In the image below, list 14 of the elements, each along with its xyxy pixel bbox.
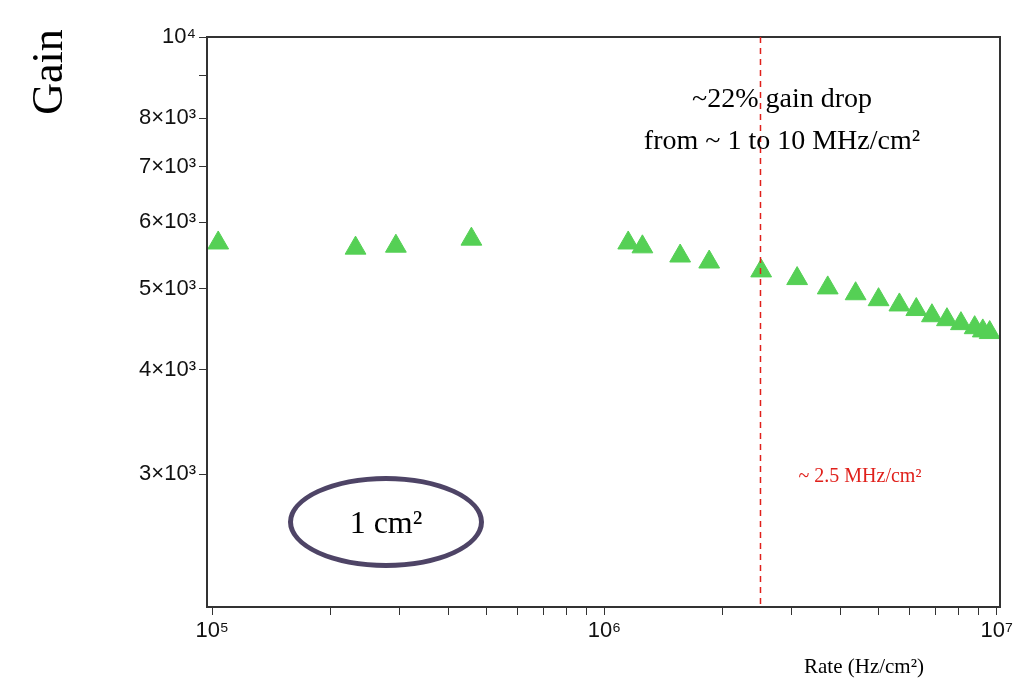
x-tick-label: 10⁷ xyxy=(980,617,1013,643)
y-tick-label: 5×10³ xyxy=(139,274,196,300)
ref-line-label: ~ 2.5 MHz/cm² xyxy=(798,464,922,487)
y-tick-label: 10⁴ xyxy=(162,23,196,49)
x-tick-label: 10⁵ xyxy=(195,617,229,643)
y-tick-label: 8×10³ xyxy=(139,104,196,130)
x-axis-title: Rate (Hz/cm²) xyxy=(804,653,924,678)
y-tick-label: 3×10³ xyxy=(139,460,196,486)
y-tick-label: 4×10³ xyxy=(139,355,196,381)
x-tick-label: 10⁶ xyxy=(587,617,622,643)
y-tick-label: 6×10³ xyxy=(139,208,196,234)
y-axis-title: Gain xyxy=(22,29,72,115)
y-tick-label: 7×10³ xyxy=(139,152,196,178)
annotation: ~22% gain drop from ~ 1 to 10 MHz/cm² xyxy=(643,82,921,156)
